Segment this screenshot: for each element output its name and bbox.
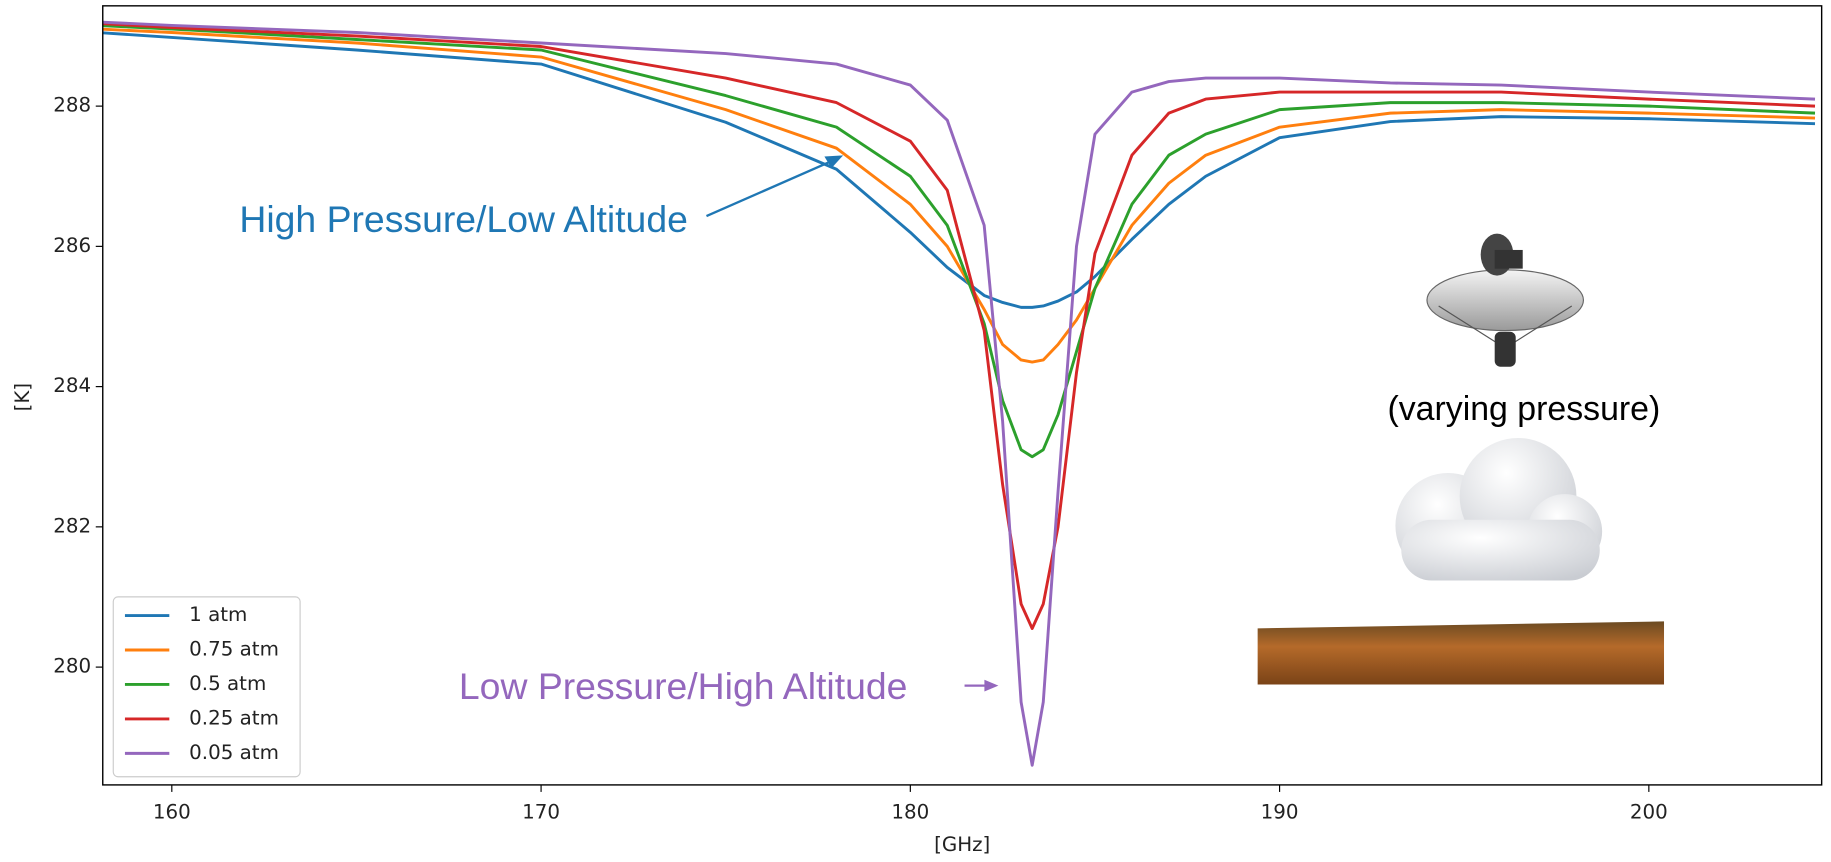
legend-label: 0.75 atm bbox=[189, 638, 279, 661]
x-axis-label: [GHz] bbox=[934, 833, 990, 856]
arrow-head bbox=[984, 679, 999, 692]
y-tick-label: 284 bbox=[53, 374, 91, 397]
y-tick-label: 280 bbox=[53, 655, 91, 678]
legend-label: 0.5 atm bbox=[189, 672, 266, 695]
legend-label: 1 atm bbox=[189, 603, 247, 626]
arrow bbox=[706, 160, 832, 218]
series-line bbox=[102, 20, 1816, 767]
x-tick-label: 200 bbox=[1630, 800, 1668, 823]
y-tick-label: 288 bbox=[53, 94, 91, 117]
field-image bbox=[1257, 621, 1665, 685]
legend-label: 0.05 atm bbox=[189, 741, 279, 764]
satellite-icon bbox=[1426, 233, 1585, 367]
cloud-icon bbox=[1395, 438, 1603, 581]
x-tick-label: 190 bbox=[1261, 800, 1299, 823]
series-line bbox=[102, 24, 1816, 459]
annotation: (varying pressure) bbox=[1387, 390, 1660, 428]
series-line bbox=[102, 22, 1816, 630]
x-tick-label: 160 bbox=[153, 800, 191, 823]
axes-frame bbox=[102, 5, 1823, 786]
arrow-head bbox=[824, 155, 844, 169]
y-tick-label: 282 bbox=[53, 514, 91, 537]
legend: 1 atm 0.75 atm 0.5 atm 0.25 atm 0.05 atm bbox=[112, 596, 301, 778]
legend-frame bbox=[112, 596, 301, 778]
annotation: High Pressure/Low Altitude bbox=[239, 198, 688, 240]
plot-area bbox=[102, 20, 1816, 767]
series-line bbox=[102, 27, 1816, 364]
x-tick-label: 180 bbox=[891, 800, 929, 823]
y-axis-label: [K] bbox=[11, 383, 34, 412]
series-line bbox=[102, 31, 1816, 309]
legend-label: 0.25 atm bbox=[189, 706, 279, 729]
y-tick-label: 286 bbox=[53, 234, 91, 257]
x-tick-label: 170 bbox=[522, 800, 560, 823]
annotation: Low Pressure/High Altitude bbox=[459, 665, 908, 707]
